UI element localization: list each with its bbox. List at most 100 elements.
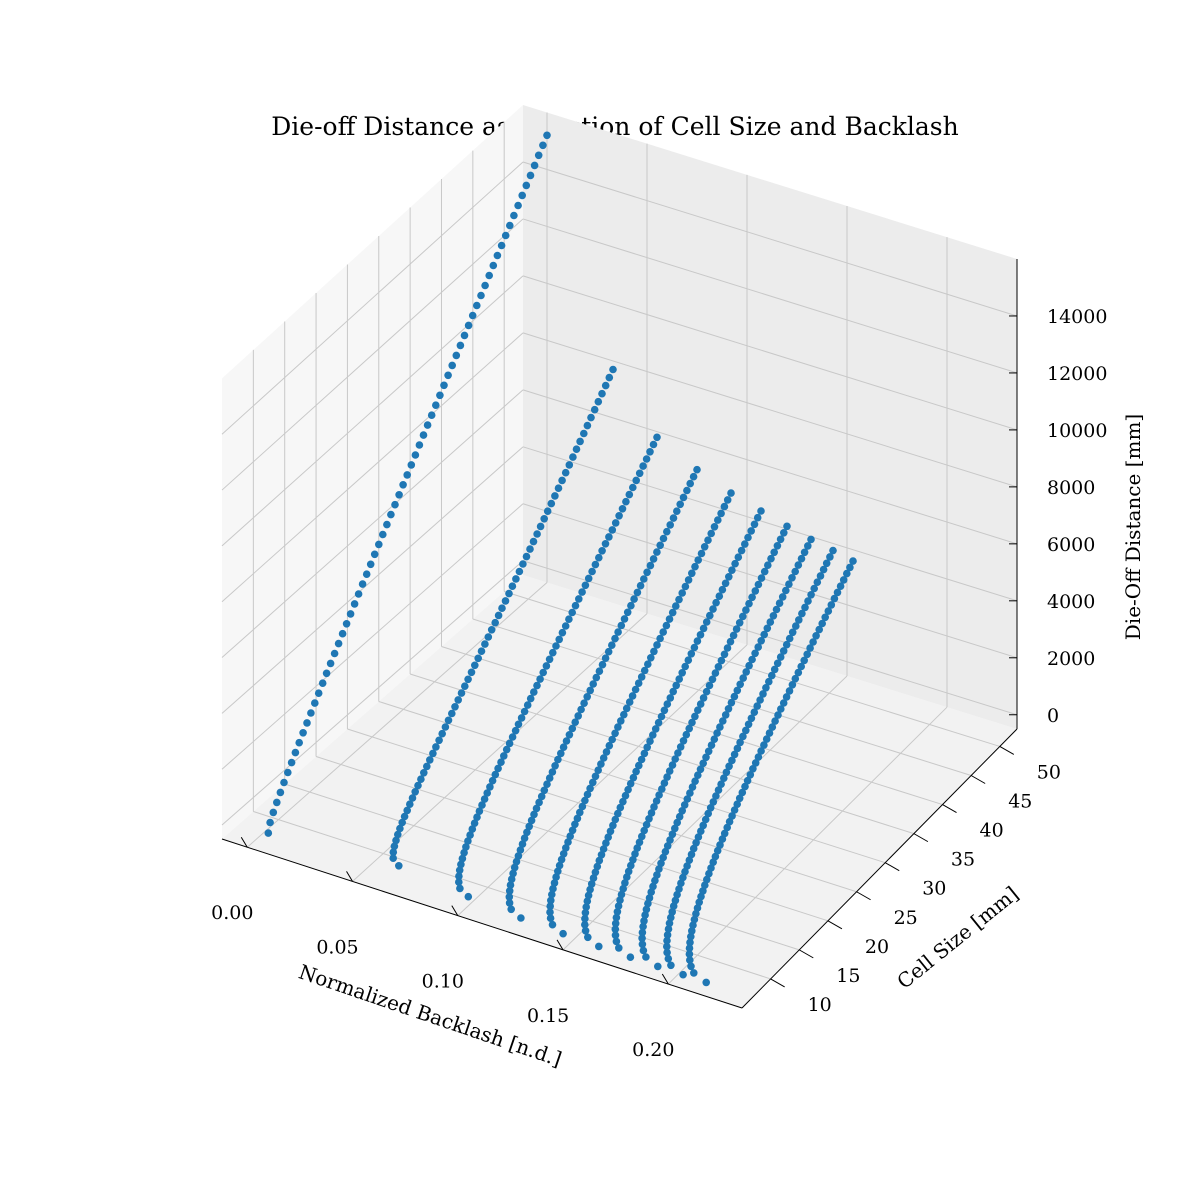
data-point (375, 540, 383, 549)
data-point (440, 381, 448, 390)
data-point (809, 638, 817, 646)
data-point (403, 806, 412, 815)
data-point (354, 590, 363, 598)
data-point (710, 735, 719, 743)
data-point (491, 618, 500, 627)
data-point (800, 548, 809, 557)
data-point (694, 706, 702, 714)
data-point (497, 241, 506, 250)
y-tick-label: 10 (808, 994, 832, 1016)
data-point (506, 881, 515, 889)
data-point (744, 533, 752, 542)
data-point (720, 650, 729, 659)
data-point (843, 569, 851, 578)
data-point (543, 780, 551, 788)
data-point (733, 800, 741, 808)
data-point (720, 829, 729, 838)
data-point (595, 553, 603, 562)
data-point (810, 584, 818, 593)
data-point (788, 681, 797, 689)
data-point (415, 441, 424, 449)
data-point (791, 567, 799, 576)
data-point (644, 899, 652, 908)
y-tick-label: 20 (865, 936, 889, 958)
data-point (540, 786, 549, 795)
data-point (568, 826, 577, 835)
data-point (687, 650, 696, 658)
data-point (620, 615, 629, 623)
data-point (488, 776, 497, 785)
data-point (767, 554, 775, 563)
data-point (739, 612, 747, 621)
data-point (667, 961, 675, 970)
data-point (721, 711, 730, 719)
data-point (551, 762, 559, 770)
data-point (665, 767, 674, 775)
data-point (693, 904, 702, 912)
y-tick-mark (770, 978, 785, 988)
floor-pane (222, 575, 1017, 1008)
data-point (557, 855, 566, 864)
data-point (753, 702, 761, 710)
data-point (464, 837, 472, 845)
data-point (641, 911, 649, 919)
data-point (508, 733, 517, 741)
data-point (460, 331, 469, 340)
data-point (595, 856, 604, 865)
data-point (797, 662, 805, 671)
data-point (457, 860, 465, 869)
data-point (612, 937, 621, 946)
data-point (595, 667, 604, 675)
grid-z-back (522, 218, 1018, 374)
data-point (473, 301, 481, 310)
data-point (704, 747, 713, 756)
data-point (527, 816, 536, 825)
data-point (829, 546, 837, 555)
data-point (646, 561, 655, 570)
data-point (687, 850, 696, 859)
data-point (695, 898, 703, 907)
data-point (626, 779, 635, 788)
grid-z-left (221, 218, 524, 491)
axis-panes (222, 105, 1017, 1008)
data-point (661, 847, 670, 856)
grid-z-back (522, 389, 1018, 545)
data-point (287, 758, 296, 767)
data-point (530, 161, 539, 170)
data-point (461, 682, 469, 690)
y-tick-label: 30 (922, 878, 946, 900)
data-point (507, 905, 515, 914)
data-point (785, 580, 793, 588)
data-point (536, 522, 545, 531)
data-point (662, 621, 671, 630)
data-point (444, 716, 453, 725)
data-point (728, 756, 736, 765)
data-point (609, 365, 617, 374)
y-tick-mark (913, 833, 929, 843)
data-point (299, 729, 307, 737)
data-point (714, 663, 723, 671)
data-point (671, 824, 679, 833)
data-point (414, 781, 422, 790)
data-point (658, 785, 666, 793)
data-point (751, 649, 759, 658)
data-point (693, 465, 701, 474)
data-point (537, 792, 546, 801)
y-tick-mark (884, 862, 900, 872)
data-point (588, 567, 596, 576)
data-point (627, 861, 635, 870)
data-point (522, 181, 531, 190)
data-point (785, 687, 794, 695)
data-point (637, 755, 646, 764)
data-point (587, 880, 596, 888)
data-point (679, 873, 687, 882)
data-point (686, 479, 694, 488)
data-point (411, 788, 420, 796)
data-point (663, 700, 672, 708)
data-point (668, 608, 677, 617)
grid-z-back (522, 332, 1018, 488)
data-point (611, 931, 620, 940)
data-point (782, 640, 791, 649)
data-point (605, 373, 614, 382)
data-point (765, 677, 773, 686)
